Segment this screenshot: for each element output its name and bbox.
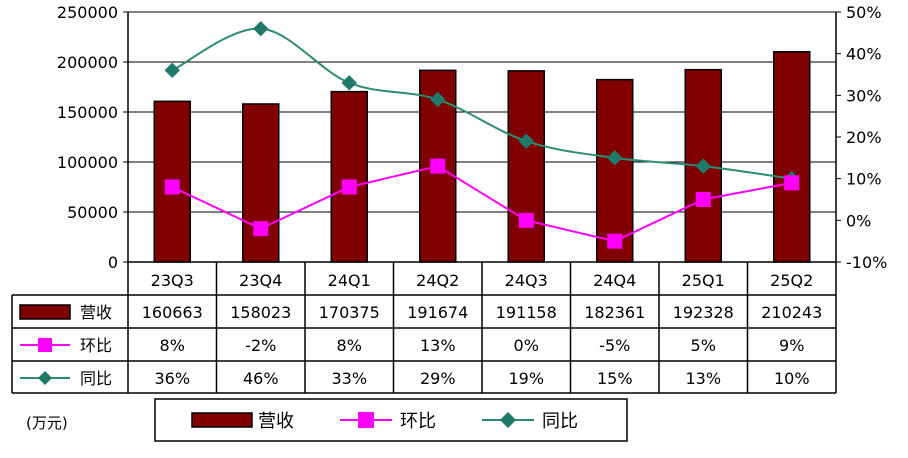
legend-key-qoq-marker (358, 412, 374, 428)
legend-label-revenue: 营收 (258, 411, 294, 432)
table-cell: 182361 (584, 303, 645, 322)
bar-revenue (242, 103, 280, 263)
category-label: 23Q4 (239, 271, 282, 290)
table-cell: 191674 (407, 303, 468, 322)
legend-key-yoy-marker (500, 412, 516, 428)
left-tick-label: 200000 (57, 53, 118, 72)
legend: 营收 环比 同比 (154, 398, 628, 442)
marker-qoq (253, 221, 269, 237)
revenue-bars (153, 51, 811, 263)
marker-yoy (695, 158, 711, 174)
table-key-marker (38, 338, 52, 352)
table-cell: 36% (154, 369, 190, 388)
marker-yoy (253, 20, 269, 37)
marker-qoq (607, 233, 623, 249)
table-cell: 192328 (673, 303, 734, 322)
table-cell: 160663 (142, 303, 203, 322)
marker-qoq (430, 158, 446, 174)
table-cell: 0% (514, 336, 539, 355)
table-cell: 10% (774, 369, 810, 388)
left-tick-label: 0 (108, 253, 118, 272)
legend-key-revenue (191, 412, 253, 428)
ratio-lines (164, 20, 800, 249)
table-cell: 19% (508, 369, 544, 388)
marker-qoq (341, 179, 357, 195)
line-qoq (171, 165, 792, 243)
marker-yoy (164, 62, 180, 79)
bar-revenue (507, 70, 545, 263)
table-cell: 191158 (496, 303, 557, 322)
table-cell: 8% (337, 336, 362, 355)
bar-revenue (596, 78, 634, 263)
axes: 0 50000 100000 150000 200000 250000 -10% 0% 10% 2… (57, 3, 887, 272)
table-key-marker (38, 371, 52, 385)
table-cell: 15% (597, 369, 633, 388)
table-cell: 9% (779, 336, 804, 355)
left-tick-label: 50000 (67, 203, 118, 222)
right-tick-label: -10% (846, 253, 887, 272)
table-cell: 170375 (319, 303, 380, 322)
table-row-name: 同比 (80, 369, 112, 388)
right-tick-label: 30% (846, 86, 882, 105)
table-cell: 13% (420, 336, 456, 355)
right-tick-label: 10% (846, 170, 882, 189)
category-label: 24Q4 (593, 271, 636, 290)
legend-label-qoq: 环比 (400, 411, 436, 432)
table-cell: 33% (331, 369, 367, 388)
category-label: 24Q2 (416, 271, 459, 290)
table-cell: 8% (160, 336, 185, 355)
category-label: 23Q3 (151, 271, 194, 290)
marker-yoy (430, 91, 446, 108)
table-cell: 46% (243, 369, 279, 388)
marker-qoq (784, 175, 800, 191)
table-cell: 29% (420, 369, 456, 388)
marker-yoy (341, 75, 357, 91)
table-cell: 158023 (230, 303, 291, 322)
bar-revenue (773, 51, 811, 263)
category-label: 25Q1 (682, 271, 725, 290)
table-row-name: 营收 (80, 303, 112, 322)
table-cell: -2% (245, 336, 276, 355)
marker-qoq (518, 212, 534, 228)
legend-label-yoy: 同比 (542, 411, 578, 432)
category-label: 24Q3 (505, 271, 548, 290)
data-table: 23Q3 23Q4 24Q1 24Q2 24Q3 24Q4 25Q1 25Q2 营收 160663… (11, 261, 837, 394)
left-tick-label: 250000 (57, 3, 118, 22)
unit-label: (万元) (26, 414, 68, 432)
table-cell: 210243 (761, 303, 822, 322)
right-tick-label: 50% (846, 3, 882, 22)
left-tick-label: 100000 (57, 153, 118, 172)
table-key-revenue (19, 304, 71, 320)
marker-qoq (164, 179, 180, 195)
right-tick-label: 40% (846, 45, 882, 64)
right-tick-label: 20% (846, 128, 882, 147)
category-label: 25Q2 (770, 271, 813, 290)
table-cell: 5% (691, 336, 716, 355)
left-tick-label: 150000 (57, 103, 118, 122)
marker-yoy (607, 150, 623, 166)
marker-yoy (518, 133, 534, 149)
marker-qoq (695, 192, 711, 207)
bar-revenue (330, 90, 368, 263)
gridlines (128, 11, 836, 213)
category-label: 24Q1 (328, 271, 371, 290)
right-tick-label: 0% (846, 211, 871, 230)
table-cell: -5% (599, 336, 630, 355)
table-row-name: 环比 (80, 336, 112, 355)
table-cell: 13% (685, 369, 721, 388)
